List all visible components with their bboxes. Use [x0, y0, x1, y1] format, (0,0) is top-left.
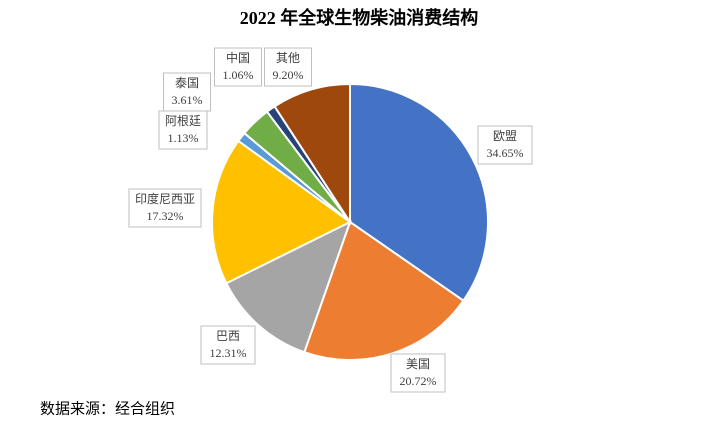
label-name: 印度尼西亚 [135, 191, 195, 206]
label-value: 9.20% [273, 68, 304, 82]
slice-label: 泰国 3.61% [163, 72, 211, 112]
label-value: 17.32% [147, 209, 184, 223]
label-box [158, 110, 208, 150]
pie-slice [224, 220, 352, 354]
label-name: 其他 [276, 51, 300, 65]
label-value: 20.72% [400, 374, 437, 388]
label-value: 3.61% [172, 93, 203, 107]
label-name: 美国 [406, 357, 430, 371]
pie-slice [303, 220, 465, 361]
slice-label: 美国 20.72% [390, 353, 446, 393]
slice-label: 其他 9.20% [264, 47, 312, 87]
pie-slice [273, 82, 351, 226]
label-box [264, 47, 312, 87]
label-box [163, 72, 211, 112]
label-value: 12.31% [210, 346, 247, 360]
label-name: 泰国 [175, 76, 199, 90]
label-name: 欧盟 [493, 129, 517, 143]
label-value: 34.65% [487, 146, 524, 160]
source-note: 数据来源：经合组织 [40, 400, 175, 417]
label-value: 1.13% [168, 131, 199, 145]
slice-label: 印度尼西亚 17.32% [128, 188, 202, 228]
label-box [200, 325, 256, 365]
label-box [214, 47, 262, 87]
pie-slice [211, 139, 352, 285]
label-box [477, 125, 533, 165]
pie-slice [349, 82, 489, 303]
label-name: 中国 [226, 50, 250, 65]
slice-label: 阿根廷 1.13% [158, 110, 208, 150]
label-box [390, 353, 446, 393]
label-value: 1.06% [223, 68, 254, 82]
slice-label: 欧盟 34.65% [477, 125, 533, 165]
slice-label: 中国 1.06% [214, 47, 262, 87]
label-name: 阿根廷 [165, 114, 201, 128]
label-name: 巴西 [216, 329, 240, 343]
label-box [128, 188, 202, 228]
chart-title: 2022 年全球生物柴油消费结构 [240, 7, 479, 28]
slice-label: 巴西 12.31% [200, 325, 256, 365]
